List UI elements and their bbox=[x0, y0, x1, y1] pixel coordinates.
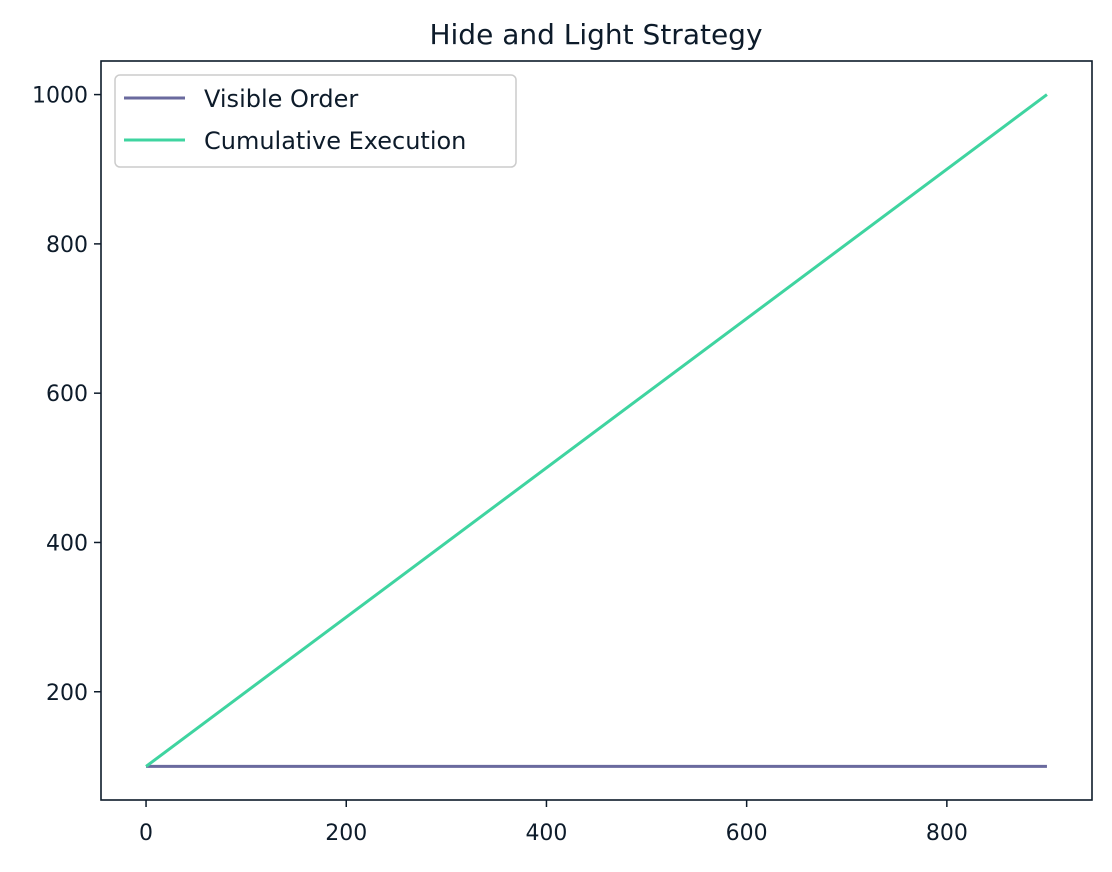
legend-label-cumulative-execution: Cumulative Execution bbox=[204, 127, 466, 155]
x-tick-label: 400 bbox=[525, 821, 567, 846]
x-tick-label: 200 bbox=[325, 821, 367, 846]
legend: Visible Order Cumulative Execution bbox=[114, 74, 517, 168]
y-tick-label: 200 bbox=[46, 681, 88, 706]
y-tick-label: 400 bbox=[46, 531, 88, 556]
plot-area-frame bbox=[100, 60, 1093, 801]
x-axis: 0 200 400 600 800 bbox=[139, 800, 968, 846]
legend-box bbox=[114, 74, 517, 168]
y-tick-label: 600 bbox=[46, 382, 88, 407]
x-tick-label: 0 bbox=[139, 821, 153, 846]
y-axis: 200 400 600 800 1000 bbox=[32, 84, 101, 706]
series-line-cumulative-execution bbox=[145, 93, 1048, 768]
series-layer bbox=[145, 93, 1048, 768]
x-tick-label: 600 bbox=[726, 821, 768, 846]
y-tick-label: 800 bbox=[46, 233, 88, 258]
chart-title: Hide and Light Strategy bbox=[429, 18, 762, 51]
y-tick-label: 1000 bbox=[32, 84, 88, 109]
legend-label-visible-order: Visible Order bbox=[204, 85, 358, 113]
x-tick-label: 800 bbox=[926, 821, 968, 846]
